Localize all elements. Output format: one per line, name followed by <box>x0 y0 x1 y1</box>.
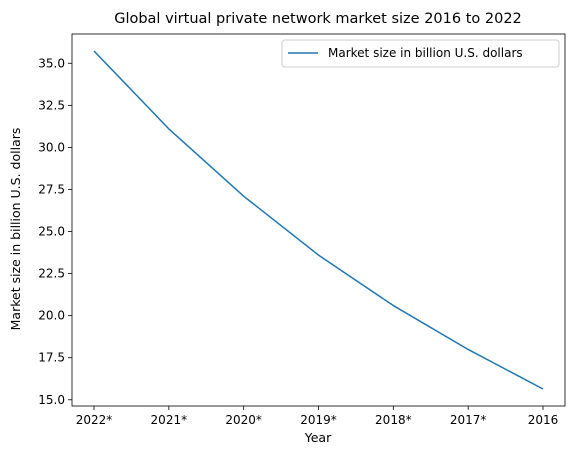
y-tick-label: 15.0 <box>38 393 65 407</box>
legend-label: Market size in billion U.S. dollars <box>328 46 523 60</box>
x-tick-label: 2019* <box>300 413 337 427</box>
y-tick-label: 17.5 <box>38 351 65 365</box>
x-axis-label: Year <box>304 430 332 445</box>
chart-title: Global virtual private network market si… <box>114 11 522 27</box>
x-tick-label: 2017* <box>450 413 487 427</box>
series-group <box>93 50 544 390</box>
x-tick-label: 2022* <box>76 413 113 427</box>
legend-box <box>281 39 560 68</box>
y-tick-label: 35.0 <box>38 56 65 70</box>
y-tick-label: 25.0 <box>38 225 65 239</box>
y-tick-label: 30.0 <box>38 140 65 154</box>
y-tick-label: 20.0 <box>38 309 65 323</box>
plot-frame <box>71 33 566 407</box>
y-tick-label: 27.5 <box>38 182 65 196</box>
y-tick-label: 22.5 <box>38 267 65 281</box>
legend: Market size in billion U.S. dollars <box>281 39 560 68</box>
y-axis-label: Market size in billion U.S. dollars <box>8 128 23 331</box>
series-line <box>93 50 544 390</box>
x-tick-label: 2016 <box>528 413 559 427</box>
x-tick-label: 2018* <box>375 413 412 427</box>
axis-ticks: 2022* 2021* 2020* 2019* 2018* 2017* 2016 15.0 17… <box>38 56 558 427</box>
x-tick-label: 2020* <box>225 413 262 427</box>
x-tick-label: 2021* <box>151 413 188 427</box>
y-tick-label: 32.5 <box>38 98 65 112</box>
